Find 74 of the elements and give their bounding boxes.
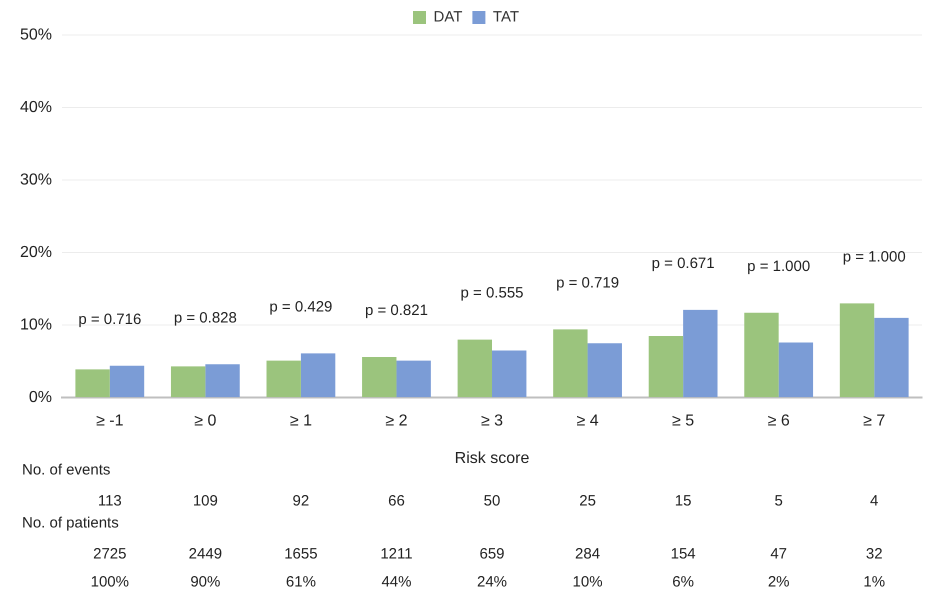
text: 25	[579, 492, 596, 510]
x-tick-label: ≥ 5	[672, 412, 694, 430]
bar	[300, 353, 336, 398]
bar	[170, 366, 206, 398]
x-tick-label: ≥ 0	[194, 412, 217, 430]
text: 6%	[672, 574, 694, 591]
annotation: p = 0.555	[460, 284, 524, 302]
text: 2%	[768, 574, 790, 591]
y-tick-label: 10%	[20, 316, 52, 334]
x-tick-label: ≥ -1	[96, 412, 124, 430]
legend-label: DAT	[434, 8, 462, 26]
bar	[778, 342, 814, 398]
text: 44%	[381, 574, 412, 591]
text: 1211	[380, 546, 413, 563]
y-tick-label: 20%	[20, 244, 52, 261]
annotation: p = 1.000	[747, 258, 810, 275]
annotation: p = 0.429	[269, 298, 332, 316]
bar	[874, 318, 909, 398]
text: 47	[770, 546, 788, 563]
text: 1655	[284, 546, 318, 563]
bar	[458, 340, 492, 398]
annotation: p = 0.716	[78, 310, 142, 328]
text: 2449	[188, 546, 222, 563]
y-tick-label: 40%	[20, 98, 52, 116]
bar	[744, 312, 779, 398]
y-tick-label: 0%	[28, 389, 52, 406]
text: 10%	[572, 574, 603, 591]
text: 109	[192, 492, 218, 510]
annotation: p = 0.671	[652, 254, 715, 272]
bar	[840, 303, 874, 398]
bar	[75, 369, 110, 398]
legend-label: TAT	[492, 8, 519, 26]
x-axis-title: Risk score	[454, 450, 530, 467]
text: 24%	[476, 574, 508, 591]
bar	[648, 336, 684, 398]
text: 284	[575, 546, 600, 563]
x-tick-label: ≥ 7	[863, 412, 886, 430]
text: 92	[292, 492, 310, 510]
annotation: p = 0.828	[174, 309, 237, 326]
bar	[396, 360, 431, 398]
text: No. of patients	[22, 514, 119, 532]
x-tick-label: ≥ 3	[480, 412, 504, 430]
text: 5	[774, 492, 783, 510]
y-tick-label: 50%	[20, 26, 52, 44]
bar	[492, 350, 526, 398]
text: 659	[479, 546, 505, 563]
text: 154	[670, 546, 696, 563]
x-tick-label: ≥ 6	[768, 412, 790, 430]
x-tick-label: ≥ 1	[290, 412, 312, 430]
text: 4	[870, 492, 878, 510]
bar	[205, 364, 240, 398]
x-tick-label: ≥ 2	[385, 412, 408, 430]
text: 90%	[190, 574, 220, 591]
y-tick-label: 30%	[20, 171, 52, 188]
annotation: p = 0.821	[364, 302, 428, 320]
text: 15	[674, 492, 692, 510]
text: No. of events	[22, 462, 110, 479]
bar	[588, 343, 622, 398]
text: 1%	[863, 574, 886, 591]
text: 100%	[90, 574, 129, 591]
text: 2725	[93, 546, 126, 563]
bar	[683, 310, 718, 398]
annotation: p = 1.000	[842, 248, 906, 266]
bar	[553, 329, 588, 398]
bar	[110, 366, 144, 398]
bar	[362, 356, 396, 398]
text: 61%	[286, 574, 316, 591]
annotation: p = 0.719	[556, 274, 620, 292]
text: 113	[98, 492, 122, 510]
text: 66	[388, 492, 405, 510]
bar	[266, 360, 301, 398]
text: 32	[866, 546, 883, 563]
x-tick-label: ≥ 4	[576, 412, 599, 430]
text: 50	[484, 492, 500, 510]
